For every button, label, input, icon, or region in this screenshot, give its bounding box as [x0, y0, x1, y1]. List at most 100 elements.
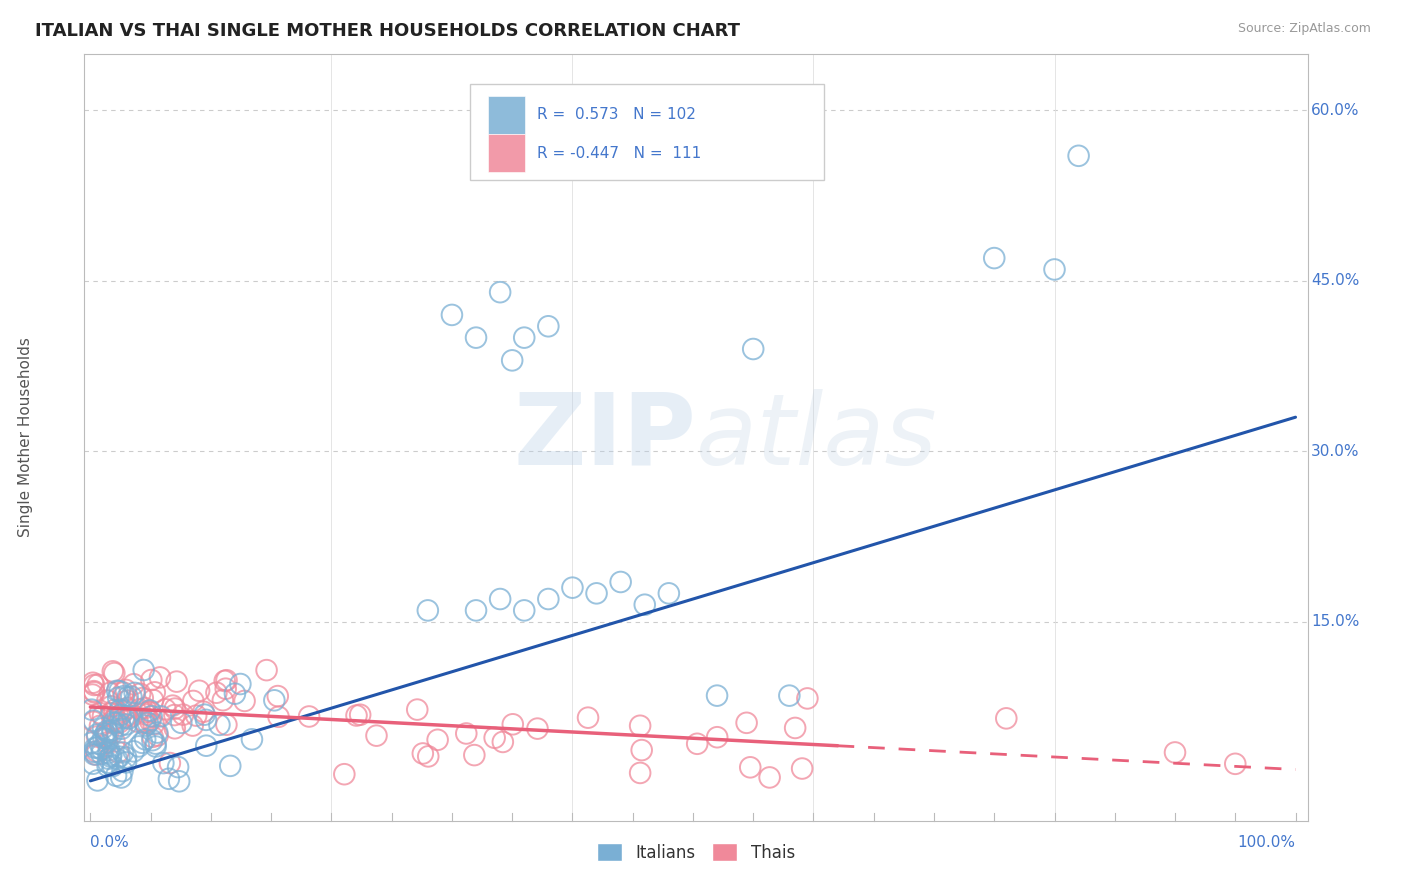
Point — [778, 689, 800, 703]
Point — [163, 708, 186, 723]
Point — [105, 769, 128, 783]
Point — [628, 766, 651, 780]
Point — [84, 747, 107, 762]
FancyBboxPatch shape — [488, 95, 524, 134]
Point — [142, 693, 165, 707]
Point — [97, 752, 120, 766]
Point — [406, 703, 429, 717]
Point — [87, 678, 110, 692]
Point — [107, 745, 129, 759]
Legend: Italians, Thais: Italians, Thais — [589, 835, 803, 870]
Point — [83, 685, 105, 699]
Point — [134, 716, 156, 731]
Point — [1164, 746, 1187, 760]
Point — [135, 707, 157, 722]
Point — [983, 251, 1005, 265]
Point — [132, 691, 155, 706]
Point — [82, 756, 104, 771]
Point — [141, 673, 163, 687]
Point — [89, 706, 111, 720]
Point — [349, 707, 371, 722]
Point — [128, 739, 150, 754]
Point — [103, 666, 125, 681]
Text: ZIP: ZIP — [513, 389, 696, 485]
Point — [80, 703, 103, 717]
Point — [101, 665, 124, 679]
Point — [90, 747, 112, 761]
Point — [103, 715, 125, 730]
Point — [537, 319, 560, 334]
Point — [101, 759, 124, 773]
Point — [91, 742, 114, 756]
Point — [229, 677, 252, 691]
Point — [94, 731, 117, 746]
Point — [489, 592, 512, 607]
FancyBboxPatch shape — [488, 134, 524, 172]
Text: Source: ZipAtlas.com: Source: ZipAtlas.com — [1237, 22, 1371, 36]
Point — [1043, 262, 1066, 277]
Point — [152, 756, 174, 770]
Point — [149, 709, 172, 723]
Point — [101, 723, 124, 738]
Point — [107, 690, 129, 705]
Point — [115, 756, 138, 770]
Point — [112, 705, 135, 719]
Point — [513, 603, 536, 617]
Point — [132, 663, 155, 677]
Point — [94, 727, 117, 741]
Point — [84, 740, 107, 755]
Point — [89, 737, 111, 751]
Point — [139, 705, 162, 719]
Point — [128, 702, 150, 716]
Point — [108, 684, 131, 698]
Point — [162, 698, 184, 713]
Point — [416, 603, 439, 617]
Point — [118, 712, 141, 726]
Point — [103, 703, 125, 717]
Point — [89, 719, 111, 733]
Point — [995, 711, 1018, 725]
Point — [134, 732, 156, 747]
Point — [122, 744, 145, 758]
Point — [86, 740, 108, 755]
Point — [142, 730, 165, 744]
Point — [149, 670, 172, 684]
Point — [333, 767, 356, 781]
Point — [121, 709, 143, 723]
Point — [706, 730, 728, 744]
Point — [219, 759, 242, 773]
Point — [100, 706, 122, 721]
Point — [100, 699, 122, 714]
Point — [188, 683, 211, 698]
Point — [103, 734, 125, 748]
Point — [298, 709, 321, 723]
Point — [166, 674, 188, 689]
Point — [233, 694, 256, 708]
Point — [159, 756, 181, 770]
Point — [108, 715, 131, 730]
Point — [117, 701, 139, 715]
Point — [145, 739, 167, 754]
Point — [139, 704, 162, 718]
Point — [112, 685, 135, 699]
Point — [240, 732, 263, 747]
Text: ITALIAN VS THAI SINGLE MOTHER HOUSEHOLDS CORRELATION CHART: ITALIAN VS THAI SINGLE MOTHER HOUSEHOLDS… — [35, 22, 740, 40]
Point — [537, 592, 560, 607]
Point — [112, 689, 135, 703]
Point — [366, 729, 388, 743]
Point — [628, 719, 651, 733]
Point — [706, 689, 728, 703]
Point — [167, 760, 190, 774]
Point — [143, 685, 166, 699]
Point — [96, 693, 118, 707]
Point — [105, 752, 128, 766]
Point — [167, 774, 190, 789]
Point — [120, 690, 142, 704]
Point — [122, 677, 145, 691]
Point — [1225, 756, 1247, 771]
Point — [263, 693, 285, 707]
Point — [86, 744, 108, 758]
Point — [134, 706, 156, 720]
Point — [111, 722, 134, 736]
Point — [440, 308, 463, 322]
